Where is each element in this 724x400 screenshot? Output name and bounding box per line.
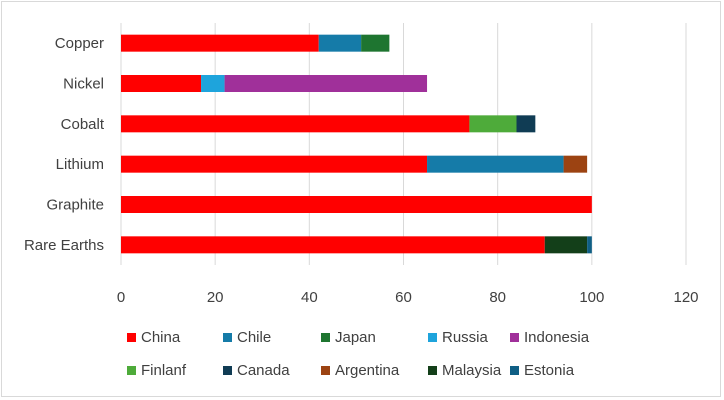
x-tick-label-120: 120 [673, 289, 698, 306]
legend-swatch-malaysia [428, 366, 437, 375]
x-tick-label-100: 100 [579, 289, 604, 306]
legend-swatch-chile [223, 333, 232, 342]
category-label-copper: Copper [55, 35, 104, 52]
bar-nickel-indonesia [224, 75, 428, 92]
bars [121, 34, 592, 254]
legend-swatch-indonesia [510, 333, 519, 342]
category-label-rare-earths: Rare Earths [24, 237, 104, 254]
bar-rare-earths-estonia [587, 236, 592, 254]
legend-label-malaysia: Malaysia [442, 362, 502, 379]
bar-graphite-china [121, 196, 592, 213]
category-label-cobalt: Cobalt [61, 116, 105, 133]
bar-lithium-china [121, 155, 428, 173]
legend-label-russia: Russia [442, 329, 489, 346]
legend-swatch-canada [223, 366, 232, 375]
x-tick-labels: 0 20 40 60 80 100 120 [117, 289, 699, 306]
bar-copper-chile [318, 34, 362, 52]
x-tick-label-60: 60 [395, 289, 412, 306]
bar-nickel-china [121, 75, 202, 92]
legend: China Chile Japan Russia Indonesia Finlanf Can… [127, 329, 590, 379]
legend-swatch-japan [321, 333, 330, 342]
x-tick-label-40: 40 [301, 289, 318, 306]
bar-cobalt-china [121, 115, 470, 133]
gridlines [120, 23, 687, 265]
legend-swatch-finlanf [127, 366, 136, 375]
legend-label-china: China [141, 329, 181, 346]
bar-copper-japan [361, 34, 390, 52]
category-labels: Copper Nickel Cobalt Lithium Graphite Rare Ea… [24, 35, 105, 254]
legend-label-estonia: Estonia [524, 362, 575, 379]
legend-swatch-estonia [510, 366, 519, 375]
legend-label-argentina: Argentina [335, 362, 400, 379]
category-label-nickel: Nickel [63, 76, 104, 93]
x-tick-label-0: 0 [117, 289, 125, 306]
x-tick-label-20: 20 [207, 289, 224, 306]
legend-swatch-argentina [321, 366, 330, 375]
bar-rare-earths-china [121, 236, 545, 254]
legend-label-japan: Japan [335, 329, 376, 346]
legend-label-finlanf: Finlanf [141, 362, 187, 379]
legend-swatch-china [127, 333, 136, 342]
category-label-graphite: Graphite [46, 197, 104, 214]
bar-rare-earths-malaysia [544, 236, 588, 254]
bar-copper-china [121, 34, 319, 52]
bar-lithium-chile [427, 155, 564, 173]
legend-label-chile: Chile [237, 329, 271, 346]
legend-label-canada: Canada [237, 362, 290, 379]
category-label-lithium: Lithium [56, 156, 104, 173]
bar-cobalt-finlanf [469, 115, 517, 133]
bar-cobalt-canada [516, 115, 536, 133]
legend-swatch-russia [428, 333, 437, 342]
x-tick-label-80: 80 [489, 289, 506, 306]
bar-lithium-argentina [563, 155, 588, 173]
legend-label-indonesia: Indonesia [524, 329, 590, 346]
bar-nickel-russia [201, 75, 225, 92]
